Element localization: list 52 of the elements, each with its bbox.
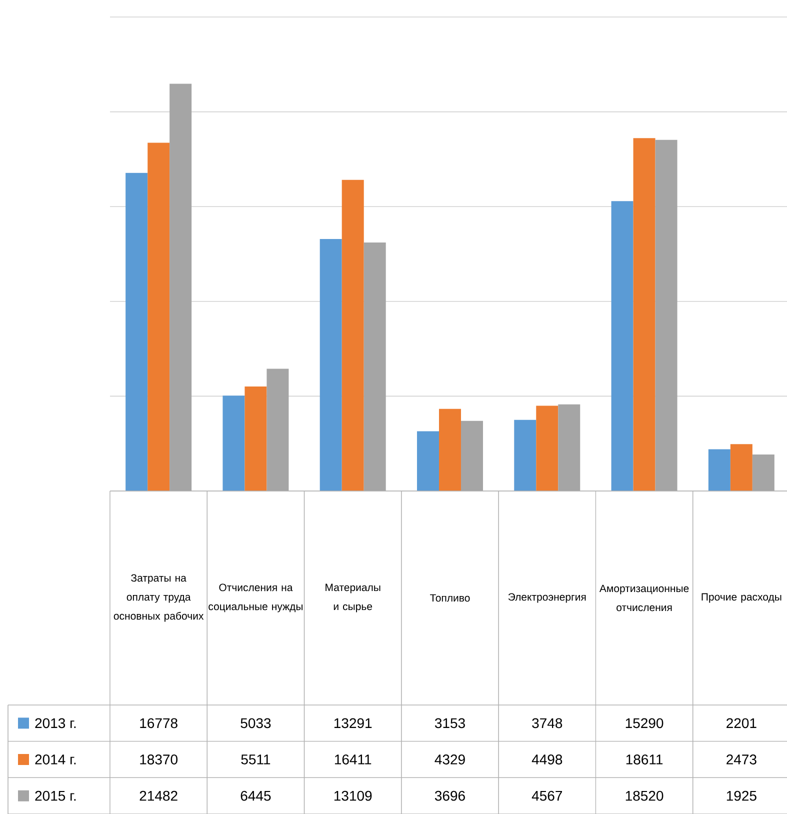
x-tick-label: Электроэнергия — [508, 593, 586, 603]
bar — [730, 444, 752, 491]
bar — [126, 172, 148, 491]
legend-label: 2015 г. — [35, 790, 76, 801]
data-label: 3696 — [434, 790, 465, 801]
data-label: 21482 — [140, 790, 178, 801]
data-label: 18370 — [140, 754, 178, 764]
x-tick-label: Затраты на оплату труда основных рабочих — [114, 574, 204, 622]
bar — [708, 449, 730, 491]
bar — [752, 454, 774, 491]
data-label: 16778 — [140, 718, 178, 728]
bar — [514, 420, 536, 491]
data-label: 13291 — [334, 718, 372, 728]
data-label: 4329 — [434, 754, 465, 764]
data-label: 4498 — [532, 754, 562, 764]
bar — [170, 84, 192, 491]
bar — [438, 408, 461, 491]
bar — [655, 140, 678, 491]
data-label: 5511 — [241, 754, 270, 764]
legend-label: 2013 г. — [35, 718, 76, 728]
bar — [558, 404, 580, 491]
bar — [148, 142, 170, 491]
legend-label: 2014 г. — [35, 754, 76, 764]
data-label: 6445 — [240, 790, 271, 801]
bar — [536, 406, 558, 491]
bar — [244, 386, 267, 491]
bar — [633, 138, 656, 491]
bar — [364, 242, 386, 491]
bar — [222, 396, 245, 491]
data-label: 5033 — [240, 718, 271, 728]
data-label: 18520 — [626, 790, 664, 801]
x-tick-label: Амортизационные отчисления — [599, 584, 689, 612]
data-label: 18611 — [626, 754, 663, 764]
category-label: Отчисления на социальные нужды — [208, 584, 302, 612]
data-label: 15290 — [626, 718, 664, 728]
bar — [460, 420, 483, 491]
data-label: 3748 — [532, 718, 562, 728]
x-tick-label: Прочие расходы — [702, 593, 782, 603]
data-label: 16411 — [334, 754, 372, 764]
bar — [320, 238, 342, 491]
data-label: 4567 — [532, 790, 562, 801]
x-tick-label: Материалы и сырье — [326, 584, 380, 612]
data-label: 2201 — [726, 718, 756, 728]
data-label: 2473 — [726, 754, 756, 764]
bar — [342, 180, 364, 491]
data-label: 3153 — [434, 718, 465, 728]
data-label: 13109 — [334, 790, 372, 801]
bar — [611, 201, 634, 491]
bar — [416, 431, 439, 491]
data-label: 1925 — [726, 790, 756, 801]
bar — [266, 368, 289, 491]
x-tick-label: Топливо — [430, 594, 470, 602]
